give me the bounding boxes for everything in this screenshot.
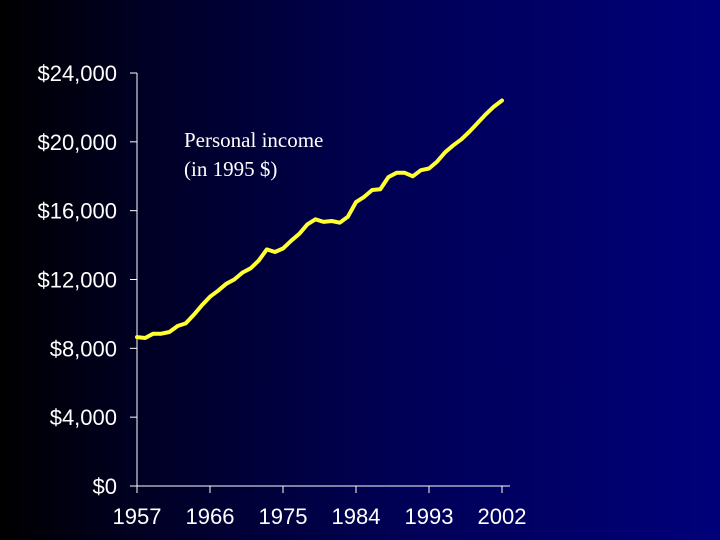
annotation-line-2: (in 1995 $) <box>184 157 277 181</box>
y-tick-label: $12,000 <box>37 268 117 293</box>
y-tick-label: $16,000 <box>37 199 117 224</box>
x-tick-label: 2002 <box>478 504 527 529</box>
y-tick-label: $24,000 <box>37 61 117 86</box>
y-tick-label: $4,000 <box>50 405 117 430</box>
annotation-line-1: Personal income <box>184 128 323 152</box>
y-tick-label: $8,000 <box>50 336 117 361</box>
x-ticks: 1957 1966 1975 1984 1993 2002 <box>113 486 527 529</box>
y-tick-label: $0 <box>93 474 117 499</box>
x-tick-label: 1993 <box>405 504 454 529</box>
x-tick-label: 1984 <box>332 504 381 529</box>
x-tick-label: 1957 <box>113 504 162 529</box>
x-tick-label: 1975 <box>259 504 308 529</box>
y-tick-label: $20,000 <box>37 130 117 155</box>
income-series-line <box>135 98 504 340</box>
x-tick-label: 1966 <box>186 504 235 529</box>
y-ticks: $0 $4,000 $8,000 $12,000 $16,000 $20,000 $24,0… <box>37 61 137 499</box>
